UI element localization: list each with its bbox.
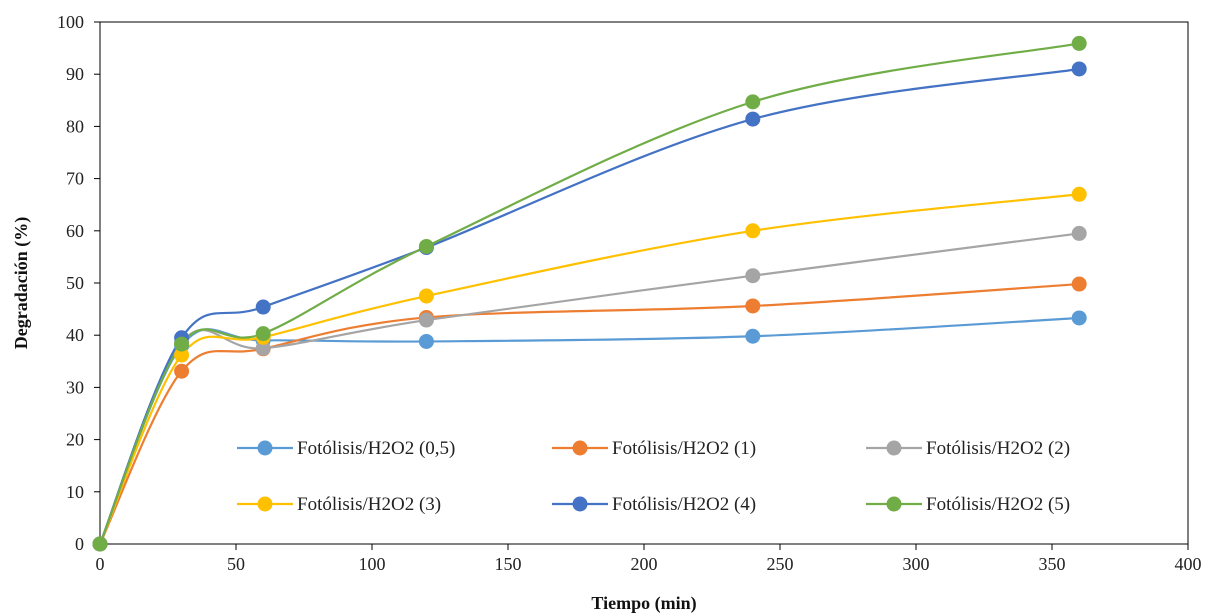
data-point-s4-1: [174, 347, 190, 363]
data-point-s3-2: [255, 340, 271, 356]
legend-swatch-marker: [886, 496, 902, 512]
x-tick-label: 250: [767, 554, 794, 574]
legend-swatch-marker: [257, 496, 273, 512]
x-tick-label: 150: [495, 554, 522, 574]
x-tick-label: 50: [227, 554, 245, 574]
x-tick-label: 200: [631, 554, 658, 574]
legend-label: Fotólisis/H2O2 (2): [926, 438, 1070, 459]
legend-swatch-marker: [572, 440, 588, 456]
x-tick-label: 0: [96, 554, 105, 574]
legend-label: Fotólisis/H2O2 (1): [612, 438, 756, 459]
data-point-s6-2: [255, 326, 271, 342]
y-tick-label: 60: [66, 221, 84, 241]
legend-entry-6: Fotólisis/H2O2 (5): [866, 494, 1070, 515]
data-point-s2-4: [745, 298, 761, 314]
data-point-s6-3: [418, 238, 434, 254]
data-point-s4-4: [745, 223, 761, 239]
y-tick-label: 20: [66, 430, 84, 450]
legend-label: Fotólisis/H2O2 (0,5): [297, 438, 455, 459]
series-line-4: [98, 193, 1080, 545]
y-tick-label: 30: [66, 377, 84, 397]
legend-swatch-marker: [572, 496, 588, 512]
series-line-5: [98, 67, 1080, 545]
data-point-s6-4: [745, 94, 761, 110]
data-point-s5-2: [255, 299, 271, 315]
y-tick-label: 50: [66, 273, 84, 293]
legend-entry-4: Fotólisis/H2O2 (3): [237, 494, 441, 515]
legend-entry-1: Fotólisis/H2O2 (0,5): [237, 438, 455, 459]
data-point-s2-5: [1071, 276, 1087, 292]
y-tick-label: 80: [66, 116, 84, 136]
y-tick-label: 40: [66, 325, 84, 345]
legend-swatch-marker: [886, 440, 902, 456]
data-point-s4-5: [1071, 186, 1087, 202]
data-point-s6-1: [174, 336, 190, 352]
legend-swatch-marker: [257, 440, 273, 456]
data-point-s6-5: [1071, 35, 1087, 51]
y-tick-label: 10: [66, 482, 84, 502]
x-tick-label: 350: [1039, 554, 1066, 574]
x-axis-title: Tiempo (min): [591, 593, 696, 614]
series-lines: [98, 42, 1080, 545]
y-tick-label: 0: [75, 534, 84, 554]
data-point-s3-3: [418, 312, 434, 328]
data-point-s3-4: [745, 268, 761, 284]
data-point-s6-0: [92, 536, 108, 552]
x-tick-label: 400: [1175, 554, 1202, 574]
data-point-s5-4: [745, 111, 761, 127]
data-point-s4-3: [418, 288, 434, 304]
data-point-s2-1: [174, 363, 190, 379]
legend-label: Fotólisis/H2O2 (5): [926, 494, 1070, 515]
legend-entry-5: Fotólisis/H2O2 (4): [552, 494, 756, 515]
y-tick-label: 100: [57, 12, 84, 32]
data-point-s3-5: [1071, 225, 1087, 241]
data-point-s1-4: [745, 328, 761, 344]
plot-frame: [99, 21, 1189, 545]
legend-entry-2: Fotólisis/H2O2 (1): [552, 438, 756, 459]
data-point-s1-5: [1071, 310, 1087, 326]
legend-entry-3: Fotólisis/H2O2 (2): [866, 438, 1070, 459]
x-tick-label: 300: [903, 554, 930, 574]
y-tick-label: 70: [66, 169, 84, 189]
y-tick-label: 90: [66, 64, 84, 84]
legend-label: Fotólisis/H2O2 (4): [612, 494, 756, 515]
data-point-s5-5: [1071, 61, 1087, 77]
x-tick-label: 100: [359, 554, 386, 574]
data-point-s1-3: [418, 333, 434, 349]
legend-label: Fotólisis/H2O2 (3): [297, 494, 441, 515]
series-points: [92, 35, 1087, 552]
legend: Fotólisis/H2O2 (0,5) Fotólisis/H2O2 (1) Fo…: [237, 438, 1070, 515]
axes: 0 10 20 30 40 50 60 70 80 90 100 0 50 100 150 200 250 300…: [57, 12, 1202, 574]
y-axis-title: Degradación (%): [11, 217, 32, 349]
